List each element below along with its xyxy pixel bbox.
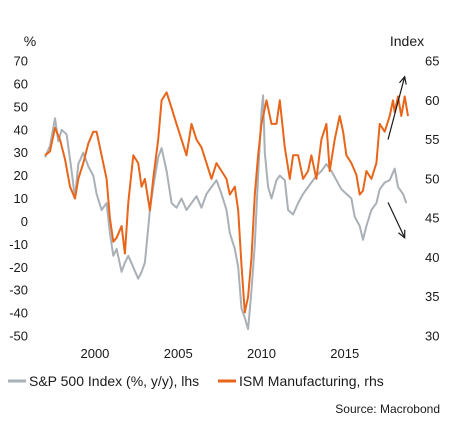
left-axis-unit: % bbox=[24, 33, 36, 49]
source-note: Source: Macrobond bbox=[335, 402, 440, 416]
left-tick-label: 20 bbox=[14, 168, 28, 183]
legend-label-ism: ISM Manufacturing, rhs bbox=[239, 373, 384, 389]
right-tick-label: 55 bbox=[425, 132, 439, 147]
up-arrow-shaft bbox=[387, 76, 406, 140]
left-tick-label: -50 bbox=[9, 329, 28, 344]
left-tick-label: 30 bbox=[14, 145, 28, 160]
left-tick-label: -10 bbox=[9, 237, 28, 252]
right-tick-label: 45 bbox=[425, 211, 439, 226]
series-layer bbox=[44, 91, 409, 331]
left-tick-label: 10 bbox=[14, 191, 28, 206]
left-tick-label: -20 bbox=[9, 260, 28, 275]
left-tick-label: 50 bbox=[14, 99, 28, 114]
legend-label-sp500: S&P 500 Index (%, y/y), lhs bbox=[29, 373, 199, 389]
annotation-layer bbox=[387, 75, 407, 240]
left-tick-label: 0 bbox=[21, 214, 28, 229]
x-tick-label: 2000 bbox=[80, 346, 109, 361]
right-tick-label: 35 bbox=[425, 289, 439, 304]
left-tick-label: 70 bbox=[14, 54, 28, 69]
x-tick-label: 2015 bbox=[330, 346, 359, 361]
right-tick-label: 50 bbox=[425, 171, 439, 186]
left-axis-ticks: 70 60 50 40 30 20 10 0 -10 -20 -30 -40 -50 bbox=[9, 54, 28, 344]
x-tick-label: 2005 bbox=[164, 346, 193, 361]
right-axis-unit: Index bbox=[390, 33, 424, 49]
down-arrow-head bbox=[398, 229, 406, 240]
right-tick-label: 30 bbox=[425, 329, 439, 344]
right-tick-label: 40 bbox=[425, 250, 439, 265]
right-axis-ticks: 65 60 55 50 45 40 35 30 bbox=[425, 54, 439, 344]
right-tick-label: 65 bbox=[425, 54, 439, 69]
left-tick-label: 40 bbox=[14, 122, 28, 137]
left-tick-label: -30 bbox=[9, 283, 28, 298]
left-tick-label: -40 bbox=[9, 306, 28, 321]
down-arrow-shaft bbox=[387, 202, 406, 239]
x-axis-ticks: 2000 2005 2010 2015 bbox=[80, 346, 359, 361]
series-line-ism bbox=[44, 91, 409, 314]
left-tick-label: 60 bbox=[14, 76, 28, 91]
right-tick-label: 60 bbox=[425, 93, 439, 108]
up-arrow-head bbox=[399, 75, 407, 85]
series-line-sp500 bbox=[44, 94, 408, 331]
x-tick-label: 2010 bbox=[247, 346, 276, 361]
